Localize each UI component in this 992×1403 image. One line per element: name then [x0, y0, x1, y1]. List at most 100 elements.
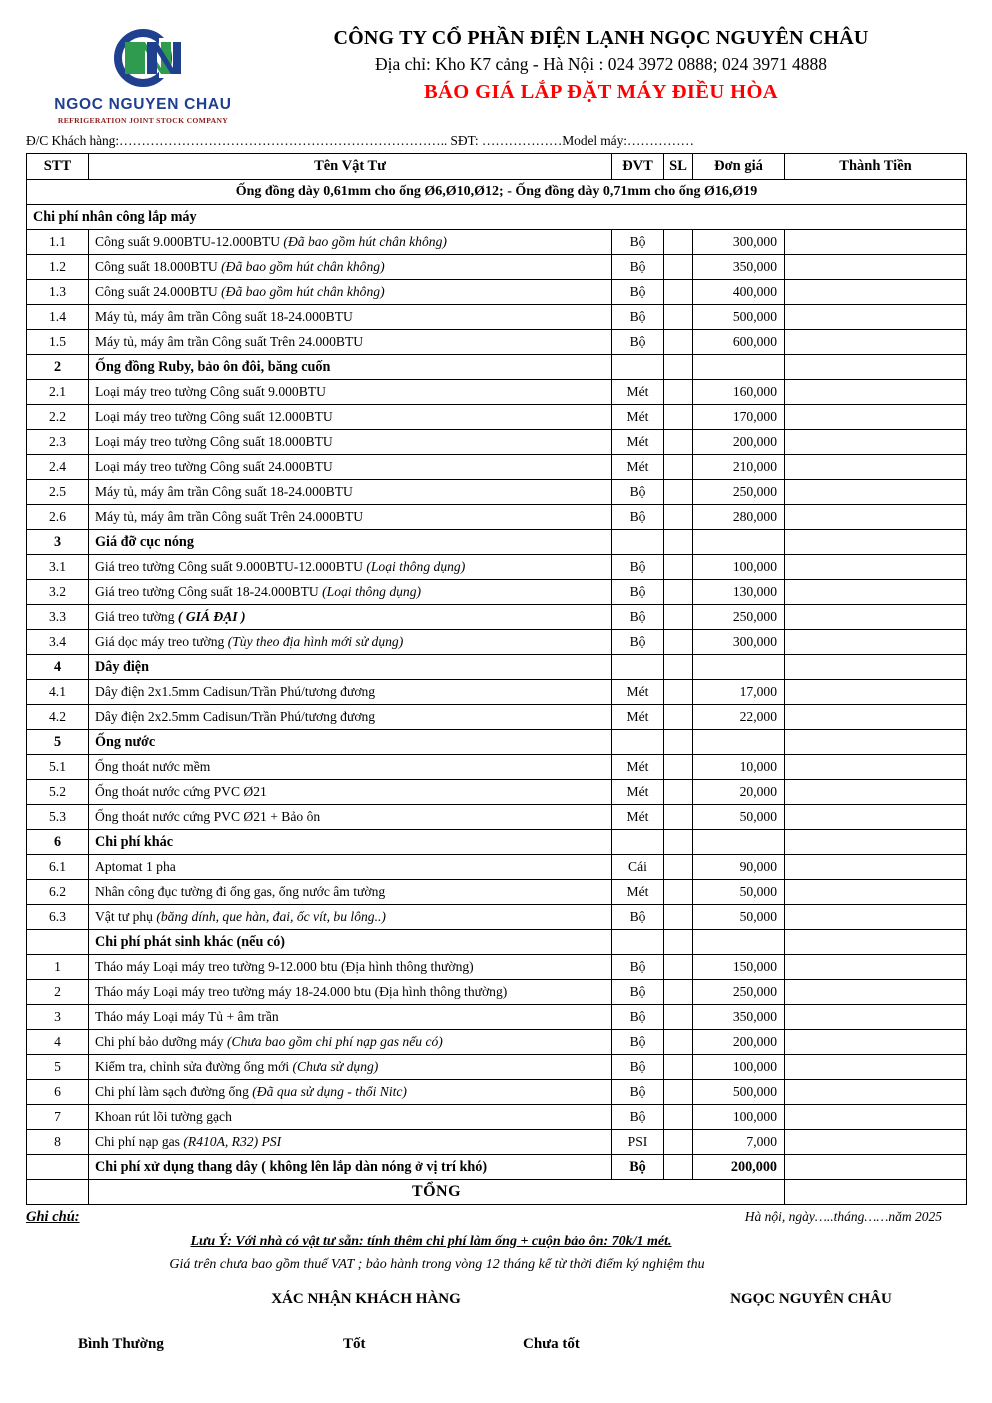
cell-sl[interactable]	[663, 879, 693, 905]
table-row: 1.5 Máy tủ, máy âm trần Công suất Trên 24…	[26, 329, 967, 355]
cell-name-note: (Đã bao gồm hút chân không)	[221, 259, 385, 274]
cell-total[interactable]	[784, 1054, 967, 1080]
cell-total[interactable]	[784, 429, 967, 455]
cell-total[interactable]	[784, 379, 967, 405]
cell-total[interactable]	[784, 604, 967, 630]
cell-total[interactable]	[784, 779, 967, 805]
cell-total[interactable]	[784, 679, 967, 705]
cell-sl[interactable]	[663, 1129, 693, 1155]
cell-sl[interactable]	[663, 429, 693, 455]
cell-price: 500,000	[692, 304, 785, 330]
table-row: 6 Chi phí làm sạch đường ống (Đã qua sử d…	[26, 1079, 967, 1105]
cell-sl[interactable]	[663, 604, 693, 630]
cell-total[interactable]	[784, 1004, 967, 1030]
cell-sl[interactable]	[663, 279, 693, 305]
cell-sl[interactable]	[663, 1154, 693, 1180]
cell-stt: 1.3	[26, 279, 89, 305]
cell-sl[interactable]	[663, 379, 693, 405]
signature-row: XÁC NHẬN KHÁCH HÀNG NGỌC NGUYÊN CHÂU	[26, 1291, 966, 1308]
cell-sl[interactable]	[663, 354, 693, 380]
cell-name: Giá treo tường ( GIÁ ĐẠI )	[88, 604, 612, 630]
cell-total[interactable]	[784, 254, 967, 280]
total-value[interactable]	[784, 1179, 967, 1205]
cell-stt: 5.3	[26, 804, 89, 830]
cell-total[interactable]	[784, 304, 967, 330]
cell-sl[interactable]	[663, 854, 693, 880]
cell-sl[interactable]	[663, 454, 693, 480]
cell-total[interactable]	[784, 979, 967, 1005]
cell-sl[interactable]	[663, 529, 693, 555]
cell-total[interactable]	[784, 729, 967, 755]
cell-total[interactable]	[784, 904, 967, 930]
cell-sl[interactable]	[663, 329, 693, 355]
cell-name-note: (Đã qua sử dụng - thổi Nitc)	[252, 1084, 407, 1099]
cell-stt: 3	[26, 529, 89, 555]
cell-sl[interactable]	[663, 229, 693, 255]
rating-bad[interactable]: Chưa tốt	[523, 1336, 580, 1352]
cell-total[interactable]	[784, 579, 967, 605]
cell-sl[interactable]	[663, 804, 693, 830]
cell-total[interactable]	[784, 529, 967, 555]
col-header-sl: SL	[663, 153, 693, 180]
cell-sl[interactable]	[663, 1029, 693, 1055]
cell-sl[interactable]	[663, 1104, 693, 1130]
cell-sl[interactable]	[663, 629, 693, 655]
cell-dvt: Mét	[611, 379, 664, 405]
cell-sl[interactable]	[663, 954, 693, 980]
cell-stt: 3.4	[26, 629, 89, 655]
cell-total[interactable]	[784, 804, 967, 830]
cell-sl[interactable]	[663, 754, 693, 780]
cell-sl[interactable]	[663, 504, 693, 530]
cell-dvt: Bộ	[611, 279, 664, 305]
cell-sl[interactable]	[663, 1054, 693, 1080]
cell-total[interactable]	[784, 1079, 967, 1105]
cell-sl[interactable]	[663, 1079, 693, 1105]
cell-total[interactable]	[784, 754, 967, 780]
cell-total[interactable]	[784, 1104, 967, 1130]
cell-sl[interactable]	[663, 704, 693, 730]
cell-total[interactable]	[784, 929, 967, 955]
cell-sl[interactable]	[663, 904, 693, 930]
cell-price: 100,000	[692, 1054, 785, 1080]
cell-sl[interactable]	[663, 654, 693, 680]
cell-total[interactable]	[784, 454, 967, 480]
cell-total[interactable]	[784, 554, 967, 580]
cell-sl[interactable]	[663, 829, 693, 855]
cell-total[interactable]	[784, 704, 967, 730]
cell-total[interactable]	[784, 629, 967, 655]
table-group-row: Chi phí phát sinh khác (nếu có)	[26, 929, 967, 955]
cell-total[interactable]	[784, 279, 967, 305]
cell-sl[interactable]	[663, 779, 693, 805]
cell-sl[interactable]	[663, 929, 693, 955]
cell-total[interactable]	[784, 854, 967, 880]
cell-sl[interactable]	[663, 554, 693, 580]
table-row: 3.3 Giá treo tường ( GIÁ ĐẠI ) Bộ 250,000	[26, 604, 967, 630]
cell-total[interactable]	[784, 654, 967, 680]
cell-total[interactable]	[784, 329, 967, 355]
cell-sl[interactable]	[663, 304, 693, 330]
cell-price	[692, 829, 785, 855]
cell-sl[interactable]	[663, 579, 693, 605]
cell-sl[interactable]	[663, 729, 693, 755]
cell-total[interactable]	[784, 829, 967, 855]
cell-stt	[26, 929, 89, 955]
cell-total[interactable]	[784, 479, 967, 505]
cell-total[interactable]	[784, 504, 967, 530]
cell-sl[interactable]	[663, 254, 693, 280]
cell-total[interactable]	[784, 1029, 967, 1055]
cell-total[interactable]	[784, 954, 967, 980]
cell-total[interactable]	[784, 404, 967, 430]
cell-sl[interactable]	[663, 679, 693, 705]
cell-sl[interactable]	[663, 979, 693, 1005]
rating-normal[interactable]: Bình Thường	[78, 1336, 164, 1352]
cell-total[interactable]	[784, 1129, 967, 1155]
cell-sl[interactable]	[663, 479, 693, 505]
cell-total[interactable]	[784, 229, 967, 255]
cell-sl[interactable]	[663, 1004, 693, 1030]
cell-total[interactable]	[784, 354, 967, 380]
rating-good[interactable]: Tốt	[343, 1336, 366, 1352]
cell-total[interactable]	[784, 1154, 967, 1180]
cell-total[interactable]	[784, 879, 967, 905]
cell-stt: 3.1	[26, 554, 89, 580]
cell-sl[interactable]	[663, 404, 693, 430]
